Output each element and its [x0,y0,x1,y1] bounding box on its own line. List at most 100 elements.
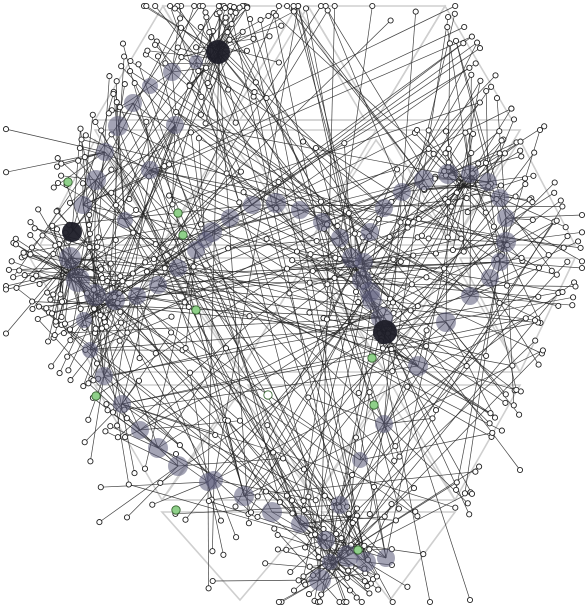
leaf-node [468,71,475,78]
leaf-node [243,47,250,54]
edge-line [326,260,359,320]
hub-node [266,193,286,213]
leaf-node [404,383,411,390]
leaf-node [302,5,310,12]
leaf-node [239,28,246,35]
leaf-node [117,319,125,326]
edge-line [293,8,425,181]
edge-line [325,5,403,193]
leaf-node [272,12,279,19]
leaf-node [172,450,180,458]
edge-line [94,132,416,296]
leaf-node [8,258,15,265]
hub-node [377,549,395,567]
leaf-node [496,128,503,135]
hub-node [361,223,379,241]
leaf-node [93,360,101,367]
leaf-node [232,119,239,126]
hub-node [491,253,509,271]
leaf-node [224,417,231,424]
leaf-node [334,222,341,230]
edge-line [175,504,341,515]
hub-node [168,456,188,476]
leaf-node [29,298,36,305]
leaf-node [518,254,525,261]
edge-line [401,42,478,193]
leaf-node [355,299,362,306]
leaf-node [126,196,133,203]
leaf-node [463,195,470,202]
edge-line [94,67,470,296]
leaf-node [177,15,184,22]
hub-node [491,189,509,207]
edge-line [82,114,94,206]
leaf-node [29,276,36,283]
leaf-node [92,325,99,332]
leaf-node [508,105,515,112]
leaf-node [569,302,576,309]
edge-line [446,27,471,175]
edge-line [297,5,373,301]
edge-line [392,321,447,372]
edge-line [499,261,583,269]
leaf-node [119,278,126,285]
hub-node [206,40,230,64]
leaf-node [490,223,497,230]
leaf-node [58,313,65,321]
edge-line [401,74,472,193]
edge-line [384,183,526,333]
leaf-node [86,221,93,228]
leaf-node [414,303,421,310]
leaf-node [287,568,294,576]
accent-node [173,208,183,218]
leaf-node [531,317,539,324]
leaf-node [130,229,137,236]
edge-line [113,91,126,221]
edge-line [111,134,367,563]
edge-line [324,495,340,554]
edge-line [132,102,515,391]
leaf-node [276,499,283,506]
leaf-node [220,551,227,558]
edge-line [228,237,341,249]
leaf-node [475,160,482,167]
leaf-node [364,583,371,590]
leaf-node [52,242,59,249]
edge-line [260,19,367,563]
leaf-node [464,500,471,507]
leaf-node [118,63,125,70]
leaf-node [442,128,450,135]
leaf-node [85,380,92,387]
leaf-node [529,216,536,223]
leaf-node [95,234,102,241]
leaf-node [486,420,493,427]
edge-line [417,365,491,414]
edge-line [230,11,349,557]
leaf-node [152,350,159,357]
leaf-node [48,310,56,317]
edge-line [455,40,507,243]
leaf-node [452,504,459,511]
edge-line [117,267,179,304]
leaf-node [302,544,309,551]
leaf-node [119,40,127,47]
leaf-node [10,274,17,281]
edge-line [157,284,521,392]
leaf-node [182,345,189,352]
leaf-node [222,14,229,21]
leaf-node [321,492,328,499]
leaf-node [512,193,519,200]
edge-line [104,151,305,470]
edge-line [82,204,492,438]
leaf-node [397,219,404,226]
edge-line [217,51,507,395]
hub-node [163,63,181,81]
leaf-node [283,546,290,553]
leaf-node [408,281,415,288]
leaf-node [94,243,101,250]
edge-line [363,261,445,269]
leaf-node [51,332,58,339]
grid-triangle [238,4,378,121]
leaf-node [412,8,419,15]
leaf-node [306,309,313,316]
